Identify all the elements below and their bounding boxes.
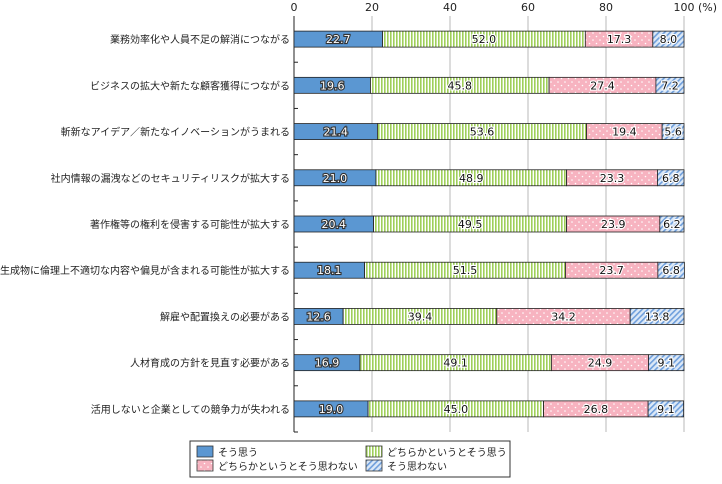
data-label: 51.5 [453, 264, 478, 277]
x-tick-label: 0 [291, 1, 298, 14]
bars: 業務効率化や人員不足の解消につながる 22.7 52.0 17.3 8.0 ビジネスの拡大… [0, 30, 685, 418]
legend-label: どちらかというとそう思わない [218, 461, 358, 473]
data-label: 17.3 [607, 33, 632, 46]
x-tick-label: 20 [365, 1, 379, 14]
legend-swatch [365, 459, 383, 472]
bar-segment [661, 123, 685, 140]
data-label: 8.0 [660, 33, 678, 46]
data-label: 12.6 [306, 310, 331, 323]
bar-segment [655, 76, 685, 94]
data-label: 6.8 [662, 264, 680, 277]
category-label: 社内情報の漏洩などのセキュリティリスクが拡大する [51, 172, 290, 185]
data-label: 23.3 [600, 172, 625, 185]
category-label: 生成物に倫理上不適切な内容や偏見が含まれる可能性が拡大する [0, 264, 290, 277]
data-label: 6.8 [662, 172, 680, 185]
legend-label: そう思う [218, 447, 258, 459]
data-label: 6.2 [663, 218, 681, 231]
data-label: 26.8 [584, 403, 609, 416]
data-label: 34.2 [551, 310, 576, 323]
category-label: ビジネスの拡大や新たな顧客獲得につながる [90, 79, 290, 92]
x-tick-label: 60 [521, 1, 535, 14]
data-label: 45.0 [444, 403, 469, 416]
data-label: 45.8 [448, 79, 473, 92]
x-tick-label: 80 [599, 1, 613, 14]
data-label: 23.7 [599, 264, 624, 277]
data-label: 16.9 [315, 357, 340, 370]
legend-swatch [365, 445, 383, 458]
data-label: 53.6 [470, 126, 495, 139]
data-label: 49.5 [458, 218, 483, 231]
unit-label: (%) [698, 1, 717, 14]
data-label: 21.0 [323, 172, 348, 185]
category-label: 人材育成の方針を見直す必要がある [130, 357, 290, 370]
data-label: 22.7 [326, 33, 351, 46]
data-label: 18.1 [317, 264, 342, 277]
bar-segment [629, 308, 685, 325]
category-label: 活用しないと企業としての競争力が失われる [91, 403, 290, 416]
data-label: 13.8 [645, 310, 670, 323]
x-tick-label: 40 [443, 1, 457, 14]
category-label: 著作権等の権利を侵害する可能性が拡大する [90, 218, 290, 231]
category-label: 斬新なアイデア／新たなイノベーションがうまれる [61, 126, 290, 139]
data-label: 48.9 [459, 172, 484, 185]
bar-segment [659, 215, 685, 233]
data-label: 52.0 [472, 33, 497, 46]
bar-segment [647, 400, 685, 418]
legend-label: そう思わない [387, 461, 447, 473]
data-label: 49.1 [443, 357, 468, 370]
category-label: 業務効率化や人員不足の解消につながる [110, 33, 290, 46]
bar-segment [652, 30, 685, 48]
data-label: 7.2 [661, 79, 679, 92]
data-label: 39.4 [408, 310, 433, 323]
data-label: 23.9 [601, 218, 626, 231]
legend-swatch [196, 445, 214, 458]
data-label: 5.6 [664, 126, 682, 139]
data-label: 19.6 [320, 79, 345, 92]
legend-box [189, 440, 511, 478]
bar-segment [657, 169, 685, 187]
bar-segment [648, 354, 685, 372]
bar-segment [657, 261, 685, 279]
data-label: 9.1 [658, 357, 676, 370]
data-label: 24.9 [588, 357, 613, 370]
data-label: 20.4 [322, 218, 347, 231]
data-label: 21.4 [323, 126, 348, 139]
data-label: 19.4 [612, 126, 637, 139]
data-label: 27.4 [590, 79, 615, 92]
legend-swatch [196, 459, 214, 472]
data-label: 9.1 [657, 403, 675, 416]
legend-label: どちらかというとそう思う [387, 447, 507, 459]
x-tick-label: 100 [674, 1, 695, 14]
data-label: 19.0 [319, 403, 344, 416]
category-label: 解雇や配置換えの必要がある [160, 310, 290, 323]
